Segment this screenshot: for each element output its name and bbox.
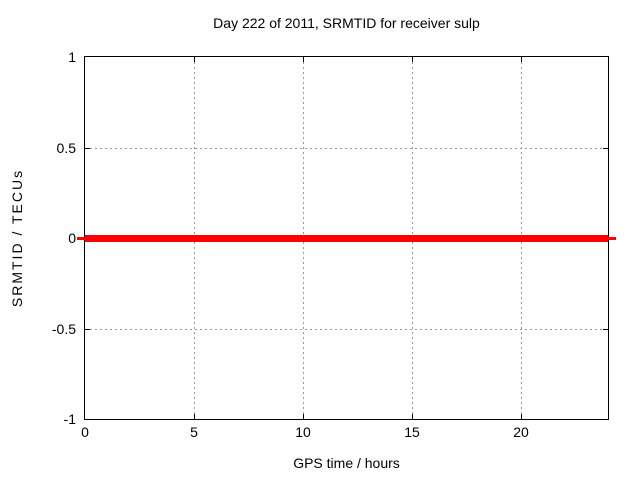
y-tick-mark-left: [85, 147, 90, 149]
chart-title: Day 222 of 2011, SRMTID for receiver sul…: [213, 15, 480, 31]
series-line-srmtid: [85, 235, 608, 242]
x-tick-label: 0: [81, 424, 89, 440]
y-tick-label: 1: [68, 49, 76, 65]
x-tick-label: 5: [190, 424, 198, 440]
y-tick-label: -0.5: [51, 321, 76, 337]
y-tick-mark-right: [603, 147, 608, 149]
x-tick-label: 10: [295, 424, 311, 440]
x-tick-mark-top: [303, 57, 304, 62]
y-axis-label: SRMTID / TECUs: [9, 168, 25, 308]
x-axis-label: GPS time / hours: [293, 455, 400, 471]
x-tick-mark-bottom: [303, 414, 304, 419]
y-tick-label: -1: [63, 411, 76, 427]
grid-line-horizontal: [85, 328, 608, 330]
x-tick-label: 15: [404, 424, 420, 440]
grid-line-horizontal: [85, 147, 608, 149]
x-tick-mark-bottom: [521, 414, 522, 419]
y-tick-mark-right: [603, 328, 608, 330]
plot-area: [77, 56, 616, 420]
series-line-endcap-right: [608, 237, 616, 240]
x-tick-mark-bottom: [194, 414, 195, 419]
y-tick-label: 0.5: [56, 140, 76, 156]
x-tick-label: 20: [513, 424, 529, 440]
y-tick-label: 0: [68, 230, 76, 246]
x-tick-mark-bottom: [412, 414, 413, 419]
x-tick-mark-top: [194, 57, 195, 62]
series-line-endcap-left: [77, 237, 85, 240]
y-tick-mark-left: [85, 328, 90, 330]
x-tick-mark-top: [521, 57, 522, 62]
x-tick-mark-top: [412, 57, 413, 62]
